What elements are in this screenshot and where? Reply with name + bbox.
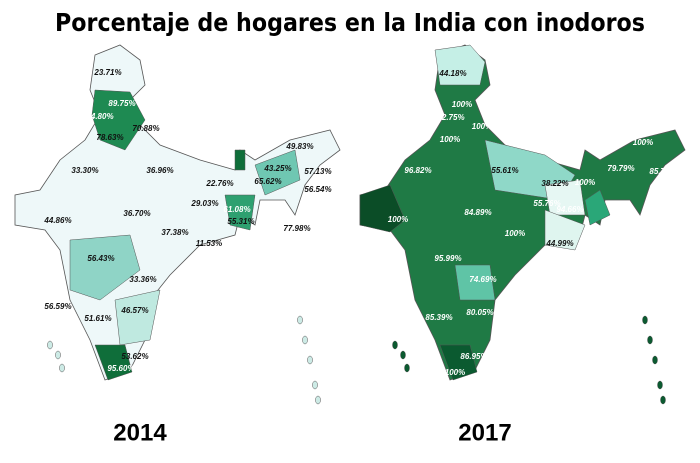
- region-label: 86.95%: [460, 352, 487, 361]
- state-region: [114, 289, 161, 346]
- region-label: 100%: [505, 229, 525, 238]
- island: [302, 335, 308, 345]
- state-region: [91, 89, 146, 151]
- region-label: 73.41%: [613, 215, 640, 224]
- region-label: 46.57%: [120, 306, 148, 315]
- region-label: 22.76%: [205, 179, 233, 188]
- region-label: 100%: [472, 122, 492, 131]
- region-label: 85.39%: [425, 313, 452, 322]
- region-label: 100%: [452, 100, 472, 109]
- island: [312, 380, 318, 390]
- state-region: [94, 344, 133, 381]
- island: [392, 340, 398, 350]
- region-label: 36.96%: [146, 166, 173, 175]
- region-label: 56.54%: [304, 185, 331, 194]
- island: [315, 395, 321, 405]
- region-label: 23.71%: [93, 68, 121, 77]
- region-label: 80.05%: [466, 308, 493, 317]
- state-region: [584, 189, 611, 226]
- region-label: 92.75%: [437, 113, 464, 122]
- island: [55, 350, 61, 360]
- region-label: 93.30%: [229, 134, 256, 143]
- island: [647, 335, 653, 345]
- region-label: 100%: [573, 133, 593, 142]
- region-label: 36.70%: [123, 209, 150, 218]
- region-label: 11.53%: [196, 239, 223, 248]
- region-label: 96.82%: [404, 166, 431, 175]
- region-label: 100%: [633, 138, 653, 147]
- region-label: 65.62%: [254, 177, 281, 186]
- island: [307, 355, 313, 365]
- region-label: 53.62%: [121, 352, 148, 361]
- region-label: 43.25%: [263, 164, 291, 173]
- region-label: 61.50%: [651, 181, 678, 190]
- island: [59, 363, 65, 373]
- region-label: 44.18%: [438, 69, 466, 78]
- region-label: 55.31%: [227, 217, 254, 226]
- region-label: 56.43%: [87, 254, 114, 263]
- region-label: 100%: [575, 178, 595, 187]
- state-region: [439, 344, 478, 381]
- region-label: 84.80%: [86, 112, 113, 121]
- island: [404, 363, 410, 373]
- region-label: 79.79%: [607, 164, 634, 173]
- title: Porcentaje de hogares en la India con in…: [55, 8, 645, 37]
- island: [47, 340, 53, 350]
- island: [657, 380, 663, 390]
- region-label: 33.36%: [129, 275, 156, 284]
- region-label: 44.86%: [43, 216, 71, 225]
- region-label: 78.63%: [96, 133, 123, 142]
- region-label: 33.30%: [71, 166, 98, 175]
- region-label: 55.76%: [533, 199, 560, 208]
- country-outline: [359, 44, 686, 381]
- region-label: 38.22%: [541, 179, 568, 188]
- island: [297, 315, 303, 325]
- region-label: 94.66%: [556, 205, 583, 214]
- region-label: 89.75%: [108, 99, 135, 108]
- region-label: 76.22%: [389, 302, 416, 311]
- year-label: 2017: [458, 419, 511, 446]
- state-region: [69, 234, 141, 301]
- region-label: 70.88%: [132, 124, 159, 133]
- region-label: 100%: [445, 368, 465, 377]
- island: [642, 315, 648, 325]
- state-region: [359, 184, 406, 233]
- region-label: 95.99%: [434, 254, 461, 263]
- region-label: 77.98%: [283, 224, 310, 233]
- region-label: 86.01%: [627, 226, 654, 235]
- region-label: 56.59%: [44, 302, 71, 311]
- state-region: [544, 179, 586, 216]
- region-label: 95.60%: [107, 364, 134, 373]
- state-region: [224, 194, 256, 231]
- region-label: 49.83%: [285, 142, 313, 151]
- state-region: [254, 149, 301, 196]
- region-label: 100%: [440, 135, 460, 144]
- state-region: [434, 44, 486, 86]
- region-label: 55.61%: [491, 166, 518, 175]
- region-label: 57.13%: [304, 167, 331, 176]
- region-label: 100%: [388, 215, 408, 224]
- state-region: [454, 264, 496, 301]
- map-2014: 23.71% 89.75% 84.80% 70.88% 78.63% 93.30% 49.8…: [14, 44, 341, 405]
- island: [400, 350, 406, 360]
- region-label: 61.08%: [223, 205, 250, 214]
- region-label: 51.61%: [84, 314, 111, 323]
- country-outline: [14, 44, 341, 381]
- region-label: 84.89%: [464, 208, 491, 217]
- region-label: 85.70%: [649, 167, 676, 176]
- map-2017: 44.18% 100% 92.75% 100% 100% 100% 100% 96.82% 55…: [359, 44, 686, 405]
- island: [660, 395, 666, 405]
- state-region: [544, 209, 586, 251]
- island: [652, 355, 658, 365]
- region-label: 37.38%: [161, 228, 188, 237]
- region-label: 74.69%: [469, 275, 496, 284]
- year-label: 2014: [113, 419, 167, 446]
- region-label: 29.03%: [190, 199, 218, 208]
- state-region: [234, 149, 246, 171]
- region-label: 44.99%: [545, 239, 573, 248]
